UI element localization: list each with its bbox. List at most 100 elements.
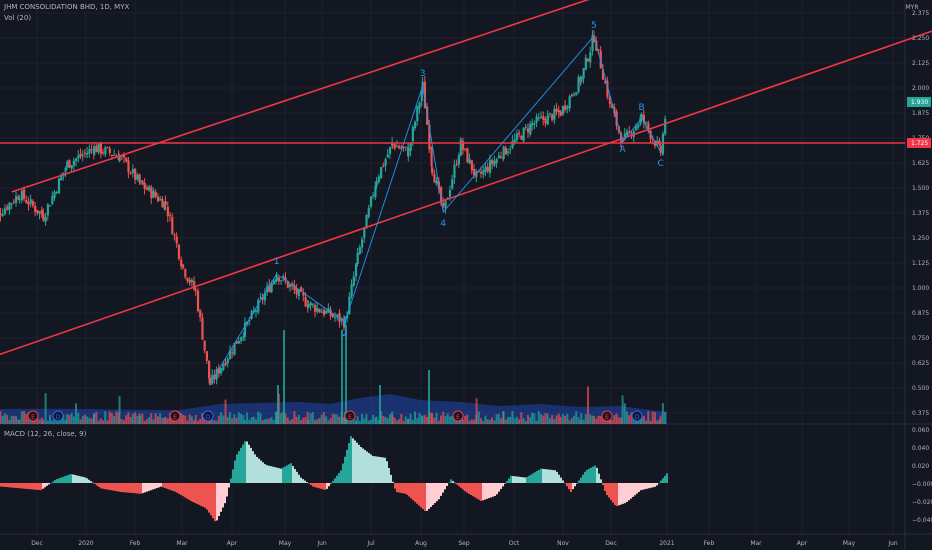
- volume-bar: [250, 417, 253, 424]
- macd-tick-label: 0.020: [912, 463, 929, 470]
- candle-body: [591, 35, 594, 52]
- candle-body: [482, 170, 485, 175]
- volume-spike: [379, 385, 381, 424]
- event-marker-label: E: [456, 414, 460, 421]
- macd-bar: [70, 474, 72, 483]
- candle-body: [457, 155, 460, 165]
- event-marker-label: E: [348, 414, 352, 421]
- macd-bar: [152, 483, 154, 490]
- candle-body: [360, 239, 364, 248]
- macd-bar: [538, 469, 540, 483]
- candle-body: [580, 76, 583, 82]
- candle-body: [106, 147, 109, 149]
- macd-bar: [414, 483, 416, 502]
- macd-bar: [496, 483, 498, 495]
- candle-body: [331, 314, 334, 317]
- volume-bar: [548, 418, 551, 424]
- candle-body: [148, 186, 151, 191]
- volume-bar: [343, 412, 346, 424]
- macd-bar: [540, 468, 542, 483]
- macd-bar: [238, 451, 240, 483]
- candle-body: [664, 118, 667, 134]
- candle-body: [336, 314, 339, 317]
- macd-bar: [352, 438, 354, 483]
- volume-bar: [338, 416, 341, 424]
- macd-bar: [194, 483, 196, 503]
- candle-body: [559, 111, 562, 116]
- macd-bar: [562, 480, 564, 483]
- volume-bar: [661, 403, 664, 424]
- candle-body: [44, 216, 47, 222]
- macd-tick-label: 0.060: [912, 427, 929, 434]
- volume-bar: [97, 420, 100, 424]
- volume-bar: [568, 420, 571, 424]
- macd-bar: [530, 474, 532, 483]
- macd-bar: [536, 471, 538, 483]
- candle-body: [529, 123, 532, 135]
- event-marker: [631, 410, 643, 422]
- candle-body: [53, 191, 56, 198]
- volume-bar: [409, 413, 412, 424]
- macd-bar: [620, 483, 622, 505]
- macd-bar: [468, 483, 470, 494]
- candle-body: [190, 280, 194, 283]
- volume-bar: [95, 411, 98, 424]
- candle-body: [272, 280, 275, 285]
- candle-body: [17, 197, 20, 200]
- volume-bar: [533, 413, 536, 424]
- volume-bar: [304, 417, 307, 424]
- volume-bar: [461, 419, 464, 424]
- volume-bar: [524, 420, 527, 424]
- candle-body: [435, 180, 438, 185]
- macd-bar: [168, 483, 170, 490]
- candle-body: [66, 161, 69, 168]
- volume-bar: [623, 403, 626, 424]
- macd-bar: [416, 483, 418, 504]
- volume-bar: [226, 416, 229, 424]
- volume-bar: [224, 399, 227, 424]
- macd-bar: [632, 483, 634, 497]
- macd-bar: [376, 456, 378, 483]
- candle-body: [240, 337, 243, 342]
- candle-body: [423, 81, 427, 109]
- macd-bar: [606, 483, 608, 496]
- lower-channel-line: [0, 30, 932, 356]
- macd-bar: [212, 483, 214, 519]
- candle-body: [49, 205, 52, 207]
- macd-bar: [572, 483, 574, 490]
- candle-body: [166, 206, 169, 217]
- candle-body: [81, 154, 84, 156]
- candle-body: [365, 214, 368, 229]
- candle-body: [64, 168, 67, 172]
- volume-bar: [580, 413, 583, 424]
- macd-bar: [136, 483, 138, 494]
- wave-label-C: C: [658, 159, 664, 169]
- candle-body: [533, 123, 536, 125]
- macd-bar: [506, 481, 508, 483]
- volume-bar: [451, 415, 454, 424]
- volume-bar: [444, 416, 447, 424]
- volume-bar: [398, 419, 401, 424]
- volume-bar: [141, 413, 144, 424]
- volume-spike: [428, 370, 430, 424]
- candle-body: [542, 116, 545, 120]
- macd-bar: [206, 483, 208, 510]
- macd-bar: [426, 483, 428, 511]
- candle-body: [380, 167, 383, 178]
- volume-bar: [372, 414, 375, 424]
- macd-bar: [354, 440, 356, 483]
- volume-bar: [102, 420, 105, 424]
- volume-bar: [535, 420, 538, 424]
- macd-bar: [504, 483, 506, 484]
- volume-bar: [231, 418, 234, 424]
- macd-bar: [434, 483, 436, 504]
- last-price-badge: [907, 97, 931, 107]
- macd-bar: [374, 456, 376, 483]
- candle-body: [659, 145, 662, 153]
- volume-bar: [360, 413, 363, 424]
- volume-bar: [120, 419, 123, 424]
- macd-bar: [524, 477, 526, 483]
- candle-body: [188, 279, 191, 283]
- macd-bar: [402, 483, 404, 494]
